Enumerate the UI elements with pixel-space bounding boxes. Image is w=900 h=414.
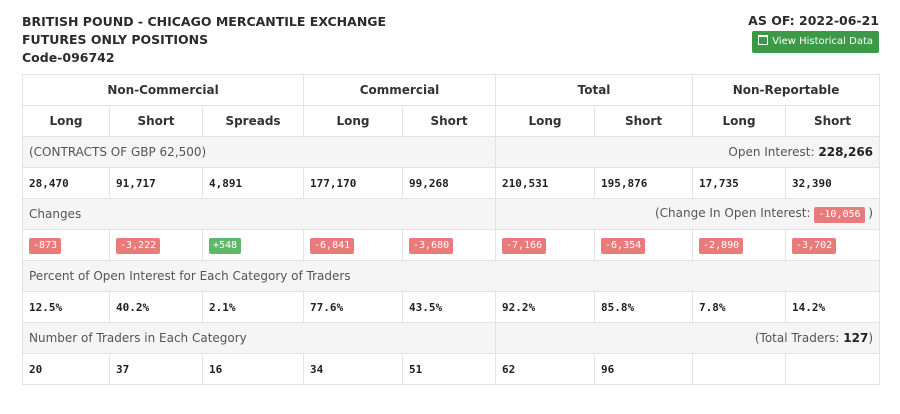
change-badge: -3,680 [409,237,454,254]
change-badge: -7,166 [502,237,547,254]
subheader-cell: Spreads [201,105,305,137]
percent-label-row: Percent of Open Interest for Each Catego… [21,260,881,292]
total-traders-value: 127 [843,331,869,345]
table-cell: 2.1% [201,291,305,323]
table-cell: 92.2% [495,291,596,323]
table-cell: 40.2% [109,291,203,323]
table-cell: 195,876 [594,167,694,199]
table-cell [785,353,881,385]
subheader-cell: Short [109,105,203,137]
title-line-1: BRITISH POUND - CHICAGO MERCANTILE EXCHA… [22,14,387,29]
contracts-label-row: (CONTRACTS OF GBP 62,500) Open Interest:… [21,136,881,168]
table-cell: 96 [594,353,694,385]
open-interest: Open Interest: 228,266 [495,136,881,168]
table-cell: -3,222 [109,229,203,261]
subheader-cell: Long [692,105,787,137]
table-cell: 28,470 [22,167,110,199]
table-cell: 17,735 [692,167,787,199]
change-oi-prefix: (Change In Open Interest: [654,205,811,220]
table-cell: 32,390 [785,167,881,199]
table-cell: 177,170 [303,167,404,199]
change-open-interest: (Change In Open Interest: -10,056 ) [495,198,881,230]
group-commercial: Commercial [303,74,497,106]
group-non-commercial: Non-Commercial [21,74,305,106]
total-traders: (Total Traders: 127) [495,322,881,354]
cot-table: Non-Commercial Commercial Total Non-Repo… [21,74,881,385]
table-cell: +548 [201,229,305,261]
subheader-row: Long Short Spreads Long Short Long Short… [22,105,881,137]
table-cell: -6,354 [594,229,694,261]
percent-label: Percent of Open Interest for Each Catego… [21,260,881,292]
subheader-cell: Long [22,105,110,137]
group-total: Total [495,74,694,106]
table-cell: 14.2% [785,291,881,323]
as-of-date: AS OF: 2022-06-21 [748,13,879,28]
table-cell: 51 [402,353,497,385]
view-historical-data-label: View Historical Data [772,36,873,47]
table-cell: 37 [109,353,203,385]
table-cell: 77.6% [303,291,404,323]
table-cell: -873 [22,229,110,261]
calendar-icon [758,35,769,45]
table-cell: 43.5% [402,291,497,323]
change-oi-badge: -10,056 [814,206,865,223]
table-cell: 34 [303,353,404,385]
percent-row: 12.5% 40.2% 2.1% 77.6% 43.5% 92.2% 85.8%… [22,291,881,323]
open-interest-label: Open Interest: [728,145,815,159]
group-non-reportable: Non-Reportable [692,74,881,106]
change-badge: -873 [29,237,62,254]
traders-label-row: Number of Traders in Each Category (Tota… [21,322,881,354]
table-cell: 91,717 [109,167,203,199]
change-badge: -2,890 [699,237,744,254]
subheader-cell: Long [303,105,404,137]
table-cell: 4,891 [201,167,305,199]
changes-row: -873 -3,222 +548 -6,841 -3,680 -7,166 -6… [22,229,881,261]
view-historical-data-button[interactable]: View Historical Data [752,31,879,53]
table-cell [692,353,787,385]
table-cell: 7.8% [692,291,787,323]
subheader-cell: Short [402,105,497,137]
change-badge: -6,841 [310,237,355,254]
table-cell: 20 [22,353,110,385]
changes-label-row: Changes (Change In Open Interest: -10,05… [21,198,881,230]
traders-label: Number of Traders in Each Category [21,322,497,354]
table-cell: -3,702 [785,229,881,261]
change-badge: +548 [209,237,242,254]
changes-label: Changes [21,198,497,230]
subheader-cell: Short [785,105,881,137]
table-cell: -2,890 [692,229,787,261]
report-title: BRITISH POUND - CHICAGO MERCANTILE EXCHA… [22,13,386,67]
open-interest-value: 228,266 [818,145,874,159]
table-cell: 12.5% [22,291,110,323]
title-code: Code-096742 [22,50,115,65]
table-cell: 210,531 [495,167,596,199]
traders-row: 20 37 16 34 51 62 96 [22,353,881,385]
contracts-label: (CONTRACTS OF GBP 62,500) [21,136,497,168]
total-traders-suffix: ) [868,331,874,345]
subheader-cell: Long [495,105,596,137]
table-cell: -6,841 [303,229,404,261]
table-cell: 62 [495,353,596,385]
contracts-row: 28,470 91,717 4,891 177,170 99,268 210,5… [22,167,881,199]
change-badge: -6,354 [601,237,646,254]
table-cell: 85.8% [594,291,694,323]
change-badge: -3,702 [792,237,837,254]
change-badge: -3,222 [116,237,161,254]
change-oi-suffix: ) [868,205,874,220]
table-cell: -3,680 [402,229,497,261]
total-traders-prefix: (Total Traders: [754,331,840,345]
group-header-row: Non-Commercial Commercial Total Non-Repo… [21,74,881,106]
table-cell: 99,268 [402,167,497,199]
table-cell: 16 [201,353,305,385]
title-line-2: FUTURES ONLY POSITIONS [22,32,209,47]
subheader-cell: Short [594,105,694,137]
table-cell: -7,166 [495,229,596,261]
